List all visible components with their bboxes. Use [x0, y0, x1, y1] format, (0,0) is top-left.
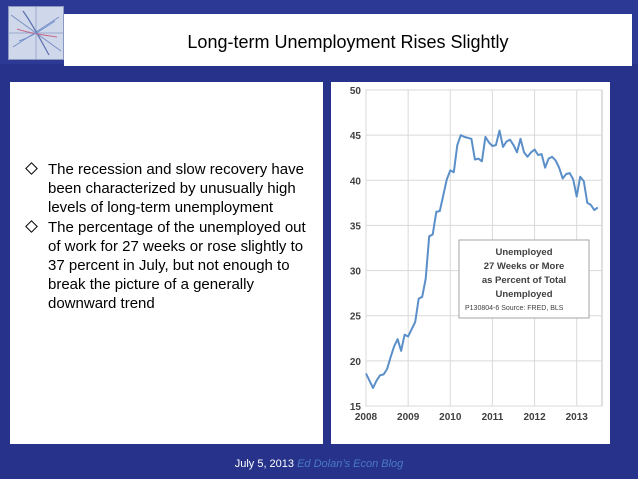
footer: July 5, 2013 Ed Dolan’s Econ Blog	[0, 458, 638, 470]
diamond-bullet-icon	[25, 162, 38, 175]
diamond-bullet-icon	[25, 220, 38, 233]
legend-text: 27 Weeks or More	[484, 261, 565, 272]
legend-box	[458, 239, 590, 319]
x-tick-label: 2010	[439, 412, 462, 423]
x-tick-label: 2008	[355, 412, 378, 423]
legend-text: Unemployed	[495, 289, 552, 300]
text-panel: The recession and slow recovery have bee…	[10, 82, 323, 444]
y-tick-label: 50	[350, 86, 362, 97]
y-tick-label: 25	[350, 312, 362, 323]
y-tick-label: 35	[350, 221, 362, 232]
legend-source: P130804-6 Source: FRED, BLS	[465, 305, 564, 312]
x-tick-label: 2013	[566, 412, 589, 423]
y-tick-label: 45	[350, 131, 362, 142]
legend-text: as Percent of Total	[482, 275, 566, 286]
bullet-item: The recession and slow recovery have bee…	[24, 160, 316, 217]
title-bar: Long-term Unemployment Rises Slightly	[64, 14, 632, 66]
bullet-list: The recession and slow recovery have bee…	[24, 160, 316, 314]
y-tick-label: 20	[350, 357, 362, 368]
x-tick-label: 2011	[482, 412, 504, 423]
footer-blog-name: Ed Dolan’s Econ Blog	[297, 458, 404, 470]
slide-title: Long-term Unemployment Rises Slightly	[187, 32, 509, 52]
x-tick-label: 2012	[523, 412, 546, 423]
y-tick-label: 15	[350, 402, 362, 413]
bullet-text: The percentage of the unemployed out of …	[48, 219, 306, 312]
footer-date: July 5, 2013	[234, 458, 295, 470]
logo-globe-icon	[8, 6, 64, 60]
bullet-text: The recession and slow recovery have bee…	[48, 161, 304, 216]
chart-panel: 15 20 25 30 35 40 45 50 2008 2009 2010 2011 2012 2013…	[331, 82, 610, 444]
line-chart: 15 20 25 30 35 40 45 50 2008 2009 2010 2011 2012 2013…	[350, 86, 603, 423]
y-tick-label: 30	[350, 267, 362, 278]
series-line	[365, 129, 599, 389]
y-tick-label: 40	[350, 176, 362, 187]
bullet-item: The percentage of the unemployed out of …	[24, 218, 316, 313]
legend-text: Unemployed	[495, 247, 552, 258]
x-tick-label: 2009	[397, 412, 420, 423]
